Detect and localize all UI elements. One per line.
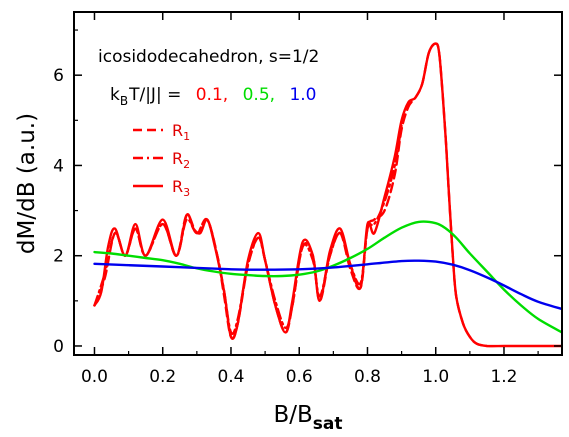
y-tick-label: 4: [53, 156, 64, 176]
y-tick-label: 0: [53, 337, 64, 357]
x-axis-title: B/Bsat: [273, 402, 342, 434]
series-line-T0.5: [93, 220, 562, 334]
annotation-temp-1: 0.5,: [243, 85, 275, 105]
x-tick-label: 0.4: [217, 367, 244, 387]
plot-frame: [73, 11, 563, 356]
legend-label-R2: R2: [172, 149, 190, 171]
legend-label-R1: R1: [172, 121, 190, 143]
annotation-temp-2: 1.0: [289, 85, 316, 105]
annotation-k-subscript: B: [120, 94, 128, 108]
annotation-temp-0: 0.1,: [196, 85, 228, 105]
annotation-k: k: [110, 85, 120, 105]
legend: R1 R2 R3: [133, 121, 190, 199]
x-tick-label: 0.2: [149, 367, 176, 387]
series-line-T1.0: [93, 259, 562, 311]
y-tick-label: 2: [53, 247, 64, 267]
x-tick-label: 0.6: [286, 367, 313, 387]
annotation-model-label: icosidodecahedron, s=1/2: [98, 47, 319, 67]
series-layer: [93, 42, 562, 348]
x-tick-label: 0.0: [81, 367, 108, 387]
legend-label-R3: R3: [172, 177, 190, 199]
y-axis-title: dM/dB (a.u.): [14, 113, 40, 254]
x-axis-title-main: B/B: [273, 402, 312, 428]
y-tick-label: 6: [53, 66, 64, 86]
series-line-T0.1-R2: [93, 123, 403, 335]
x-axis-title-subscript: sat: [313, 414, 343, 434]
axes-layer: 0.0 0.2 0.4 0.6 0.8 1.0 1.2 0 2 4 6: [53, 12, 562, 387]
x-tick-label: 1.0: [422, 367, 449, 387]
x-tick-label: 0.8: [354, 367, 381, 387]
x-tick-label: 1.2: [490, 367, 517, 387]
annotation-temperature-label: kBT/|J| = 0.1, 0.5, 1.0: [110, 85, 317, 108]
annotation-rest: T/|J| =: [128, 85, 181, 105]
